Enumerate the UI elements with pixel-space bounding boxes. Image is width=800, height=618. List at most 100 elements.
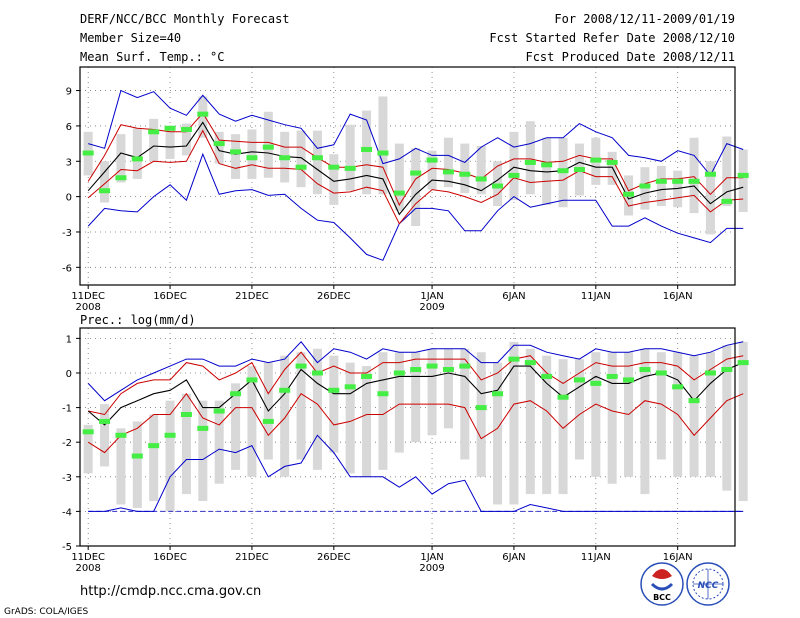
header-fcst-produced: Fcst Produced Date 2008/12/11 [525, 50, 735, 64]
observed-marker-12 [262, 144, 274, 150]
ensemble-box-21 [411, 352, 421, 443]
ensemble-box-7 [181, 123, 191, 156]
ensemble-box-1 [83, 424, 93, 474]
ensemble-box-36 [656, 165, 666, 207]
observed-marker-24 [459, 171, 471, 177]
observed-marker-36 [655, 370, 667, 376]
observed-marker-41 [737, 172, 749, 178]
observed-marker-40 [721, 198, 733, 204]
observed-marker-13 [279, 387, 291, 393]
x-tick-label-1: 16DEC [153, 291, 187, 302]
ensemble-box-26 [493, 362, 503, 505]
ensemble-box-23 [443, 348, 453, 429]
observed-marker-4 [131, 453, 143, 459]
observed-marker-9 [213, 141, 225, 147]
ensemble-box-19 [378, 352, 388, 470]
observed-marker-5 [148, 129, 160, 135]
observed-marker-38 [688, 178, 700, 184]
x-tick-sublabel-4: 2009 [419, 563, 444, 574]
observed-marker-24 [459, 363, 471, 369]
observed-marker-37 [672, 384, 684, 390]
observed-marker-30 [557, 168, 569, 174]
y-tick-label-2: 0 [66, 193, 72, 204]
observed-marker-8 [197, 425, 209, 431]
x-tick-label-0: 11DEC [71, 291, 105, 302]
observed-marker-21 [410, 170, 422, 176]
y-tick-label-2: -3 [62, 473, 72, 484]
x-tick-label-6: 11JAN [581, 552, 611, 563]
observed-marker-16 [328, 164, 340, 170]
precip-panel-title: Prec.: log(mm/d) [80, 313, 196, 327]
ensemble-box-17 [345, 362, 355, 474]
observed-marker-35 [639, 183, 651, 189]
precip-plot-frame [79, 327, 736, 547]
footer-url[interactable]: http://cmdp.ncc.cma.gov.cn [80, 584, 261, 599]
observed-marker-28 [524, 360, 536, 366]
ensemble-box-31 [574, 359, 584, 460]
observed-marker-37 [672, 178, 684, 184]
observed-marker-33 [606, 159, 618, 165]
observed-marker-7 [180, 126, 192, 132]
observed-marker-21 [410, 367, 422, 373]
observed-marker-32 [590, 380, 602, 386]
observed-marker-30 [557, 394, 569, 400]
ensemble-box-39 [705, 161, 715, 235]
ensemble-box-9 [214, 400, 224, 484]
observed-marker-38 [688, 398, 700, 404]
temperature-plot-frame [79, 66, 736, 286]
observed-marker-23 [442, 367, 454, 373]
observed-marker-22 [426, 363, 438, 369]
observed-marker-14 [295, 363, 307, 369]
observed-marker-3 [115, 175, 127, 181]
ensemble-box-25 [476, 352, 486, 477]
x-tick-label-6: 11JAN [581, 291, 611, 302]
x-tick-label-2: 21DEC [235, 552, 269, 563]
ensemble-box-40 [722, 136, 732, 207]
observed-marker-27 [508, 172, 520, 178]
spread-upper-line [87, 112, 744, 206]
observed-marker-16 [328, 387, 340, 393]
observed-marker-31 [573, 377, 585, 383]
ensemble-box-3 [116, 134, 126, 183]
x-tick-label-1: 16DEC [153, 552, 187, 563]
observed-marker-3 [115, 432, 127, 438]
y-tick-label-6: 1 [66, 334, 72, 345]
observed-marker-2 [99, 418, 111, 424]
y-tick-label-0: -5 [62, 542, 72, 553]
x-tick-label-4: 1JAN [420, 552, 443, 563]
x-tick-label-3: 26DEC [317, 291, 351, 302]
observed-marker-8 [197, 111, 209, 117]
observed-marker-10 [230, 149, 242, 155]
observed-marker-32 [590, 157, 602, 163]
ensemble-box-8 [198, 96, 208, 138]
spread-lower-line [87, 129, 744, 225]
ensemble-box-18 [362, 110, 372, 195]
ensemble-box-27 [509, 341, 519, 505]
observed-marker-31 [573, 167, 585, 173]
ncc-logo-label: NCC [698, 581, 719, 591]
y-tick-label-4: -1 [62, 404, 72, 415]
x-tick-label-4: 1JAN [420, 291, 443, 302]
y-tick-label-1: -4 [62, 507, 72, 518]
ensemble-box-4 [132, 128, 142, 179]
observed-marker-7 [180, 412, 192, 418]
observed-marker-5 [148, 443, 160, 449]
observed-marker-39 [704, 370, 716, 376]
ensemble-box-6 [165, 400, 175, 512]
y-tick-label-4: 6 [66, 122, 72, 133]
observed-marker-18 [361, 373, 373, 379]
ensemble-box-20 [394, 352, 404, 453]
ensemble-box-5 [149, 118, 159, 162]
x-tick-sublabel-0: 2008 [75, 563, 100, 574]
observed-marker-25 [475, 405, 487, 411]
ensemble-box-27 [509, 131, 519, 201]
minimum-line [88, 434, 744, 512]
ensemble-box-41 [738, 341, 748, 502]
observed-marker-17 [344, 165, 356, 171]
maximum-line [88, 89, 744, 177]
observed-marker-20 [393, 190, 405, 196]
observed-marker-11 [246, 155, 258, 161]
ensemble-box-5 [149, 414, 159, 502]
ensemble-box-36 [656, 352, 666, 460]
x-tick-sublabel-4: 2009 [419, 302, 444, 313]
